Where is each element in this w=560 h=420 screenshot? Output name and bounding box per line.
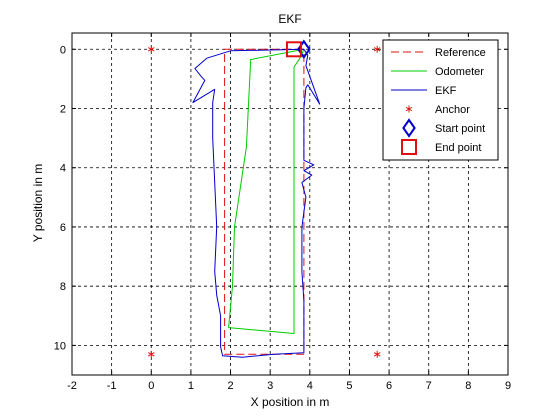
y-tick-label: 10	[54, 340, 66, 352]
axes: -2 -1 0 1 2 3 4 5 6 7 8 9 0 2 4 6 8 10	[54, 32, 511, 392]
x-tick-label: 9	[505, 380, 511, 392]
legend: Reference Odometer EKF Anchor Start point End…	[382, 39, 499, 161]
x-axis-label: X position in m	[251, 395, 330, 409]
x-tick-label: 8	[465, 380, 471, 392]
x-tick-label: -1	[107, 380, 117, 392]
x-tick-label: 0	[148, 380, 154, 392]
legend-swatch	[402, 118, 416, 138]
x-tick-label: 1	[188, 380, 194, 392]
anchor-marker	[147, 350, 155, 358]
x-tick-label: 3	[267, 380, 273, 392]
anchor-marker	[373, 45, 381, 53]
x-tick-label: 5	[346, 380, 352, 392]
series-odometer	[228, 48, 305, 334]
asterisk-stroke	[373, 47, 381, 52]
legend-label: Reference	[435, 47, 486, 59]
anchor-marker	[147, 45, 155, 53]
x-tick-label: 2	[227, 380, 233, 392]
series-ekf	[192, 48, 321, 358]
asterisk-stroke	[147, 47, 155, 52]
asterisk-stroke	[147, 352, 155, 357]
legend-swatch	[405, 105, 413, 113]
legend-label: Start point	[435, 123, 485, 135]
end-point-marker	[285, 41, 302, 58]
y-tick-label: 6	[60, 222, 66, 234]
plot-area	[147, 39, 381, 358]
y-tick-label: 0	[60, 44, 66, 56]
x-tick-label: 7	[426, 380, 432, 392]
axes-frame	[71, 32, 509, 376]
chart-title: EKF	[278, 12, 301, 26]
x-tick-label: 4	[307, 380, 313, 392]
y-tick-label: 8	[60, 281, 66, 293]
y-tick-label: 2	[60, 104, 66, 116]
anchor-marker	[373, 350, 381, 358]
legend-label: EKF	[435, 85, 457, 97]
asterisk-stroke	[405, 106, 413, 112]
asterisk-stroke	[373, 352, 381, 357]
series-reference	[224, 48, 305, 355]
x-tick-label: -2	[67, 380, 77, 392]
legend-label: Anchor	[435, 104, 470, 116]
y-axis-label: Y position in m	[31, 164, 45, 243]
legend-label: Odometer	[435, 66, 484, 78]
legend-label: End point	[435, 142, 481, 154]
x-tick-label: 6	[386, 380, 392, 392]
y-tick-label: 4	[60, 163, 66, 175]
legend-swatch	[401, 139, 417, 155]
